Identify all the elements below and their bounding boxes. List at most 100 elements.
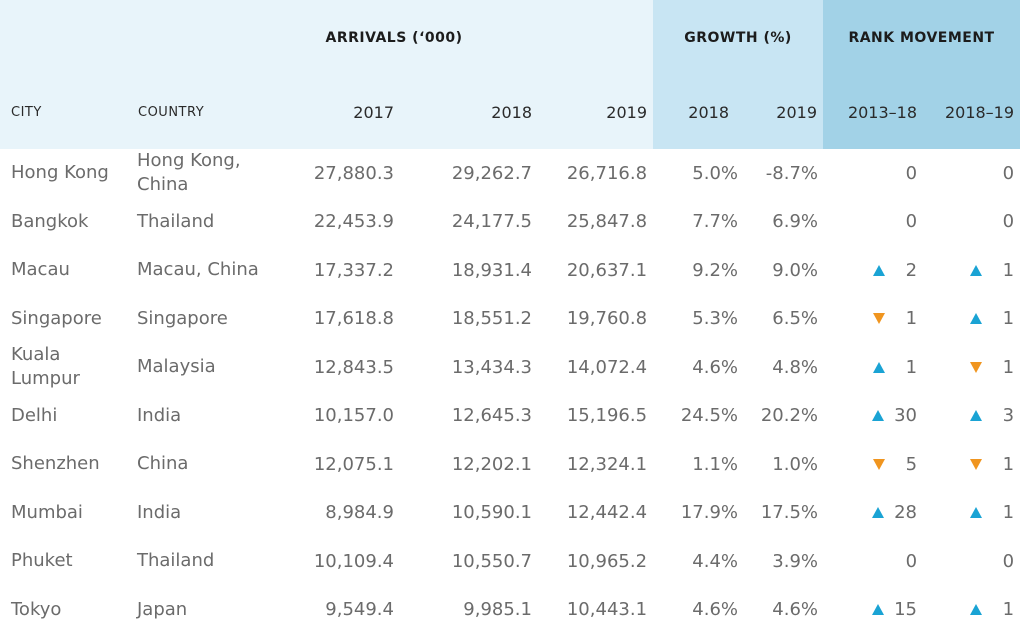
arrivals-2017-cell: 17,618.8	[265, 295, 400, 344]
arrivals-2019-cell: 15,196.5	[538, 392, 653, 441]
city-cell: Delhi	[0, 392, 127, 441]
col-header-city: CITY	[0, 76, 127, 149]
rank-2018-19-cell: 1	[923, 440, 1020, 489]
triangle-up-icon	[970, 604, 982, 615]
growth-2019-cell: 20.2%	[743, 392, 823, 441]
city-cell: Tokyo	[0, 586, 127, 634]
rank-2018-19-cell: 0	[923, 149, 1020, 198]
growth-2018-cell: 24.5%	[653, 392, 743, 441]
arrivals-2019-cell: 10,965.2	[538, 537, 653, 586]
col-header-arrivals-2017: 2017	[265, 76, 400, 149]
city-cell: Phuket	[0, 537, 127, 586]
triangle-down-icon	[873, 313, 885, 324]
rank-value: 1	[895, 357, 917, 378]
rank-value: 0	[992, 551, 1014, 572]
arrivals-2019-cell: 26,716.8	[538, 149, 653, 198]
country-cell: India	[127, 489, 265, 538]
arrivals-2017-cell: 27,880.3	[265, 149, 400, 198]
rank-value: 0	[895, 211, 917, 232]
country-cell: Thailand	[127, 198, 265, 247]
city-cell: Hong Kong	[0, 149, 127, 198]
rank-value: 1	[992, 599, 1014, 620]
rank-2013-18-cell: 15	[823, 586, 923, 634]
triangle-up-icon	[872, 507, 884, 518]
arrivals-2017-cell: 10,157.0	[265, 392, 400, 441]
arrivals-group-label: ARRIVALS (‘000)	[325, 30, 462, 46]
triangle-up-icon	[970, 313, 982, 324]
growth-group-header: GROWTH (%)	[653, 0, 823, 76]
growth-2019-cell: 17.5%	[743, 489, 823, 538]
col-header-country: COUNTRY	[127, 76, 265, 149]
country-cell: Thailand	[127, 537, 265, 586]
triangle-down-icon	[970, 459, 982, 470]
rank-2013-18-cell: 28	[823, 489, 923, 538]
growth-2018-cell: 17.9%	[653, 489, 743, 538]
rank-2013-18-cell: 30	[823, 392, 923, 441]
rank-value: 0	[895, 163, 917, 184]
col-header-growth-2019: 2019	[743, 76, 823, 149]
rank-value: 1	[992, 357, 1014, 378]
growth-2018-cell: 5.3%	[653, 295, 743, 344]
country-cell: Japan	[127, 586, 265, 634]
triangle-up-icon	[873, 362, 885, 373]
rank-value: 28	[894, 502, 917, 523]
triangle-up-icon	[970, 410, 982, 421]
arrivals-2017-cell: 12,843.5	[265, 343, 400, 392]
rank-value: 0	[992, 163, 1014, 184]
triangle-up-icon	[970, 265, 982, 276]
growth-2018-cell: 4.6%	[653, 343, 743, 392]
rank-2013-18-cell: 0	[823, 537, 923, 586]
city-cell: Singapore	[0, 295, 127, 344]
rank-2018-19-cell: 0	[923, 537, 1020, 586]
country-cell: Malaysia	[127, 343, 265, 392]
country-cell: Singapore	[127, 295, 265, 344]
country-cell: Macau, China	[127, 246, 265, 295]
arrivals-group-header: ARRIVALS (‘000)	[0, 0, 653, 76]
arrivals-2019-cell: 12,324.1	[538, 440, 653, 489]
rank-2018-19-cell: 1	[923, 246, 1020, 295]
rank-2018-19-cell: 3	[923, 392, 1020, 441]
triangle-up-icon	[970, 507, 982, 518]
growth-2018-cell: 4.4%	[653, 537, 743, 586]
rank-value: 1	[992, 454, 1014, 475]
city-cell: Macau	[0, 246, 127, 295]
growth-2018-cell: 1.1%	[653, 440, 743, 489]
arrivals-2017-cell: 22,453.9	[265, 198, 400, 247]
rank-2018-19-cell: 1	[923, 586, 1020, 634]
city-cell: Mumbai	[0, 489, 127, 538]
arrivals-2018-cell: 9,985.1	[400, 586, 538, 634]
rank-movement-group-label: RANK MOVEMENT	[848, 30, 994, 46]
growth-2019-cell: 4.8%	[743, 343, 823, 392]
col-header-arrivals-2019: 2019	[538, 76, 653, 149]
growth-2018-cell: 5.0%	[653, 149, 743, 198]
rank-2013-18-cell: 5	[823, 440, 923, 489]
rank-2013-18-cell: 1	[823, 343, 923, 392]
arrivals-2018-cell: 12,645.3	[400, 392, 538, 441]
rank-2013-18-cell: 2	[823, 246, 923, 295]
rank-movement-group-header: RANK MOVEMENT	[823, 0, 1020, 76]
growth-2019-cell: 1.0%	[743, 440, 823, 489]
growth-2018-cell: 7.7%	[653, 198, 743, 247]
arrivals-2017-cell: 9,549.4	[265, 586, 400, 634]
growth-2018-cell: 4.6%	[653, 586, 743, 634]
rank-value: 2	[895, 260, 917, 281]
col-header-rank-2018-19: 2018–19	[923, 76, 1020, 149]
growth-2019-cell: 4.6%	[743, 586, 823, 634]
growth-2019-cell: 9.0%	[743, 246, 823, 295]
arrivals-2018-cell: 13,434.3	[400, 343, 538, 392]
triangle-down-icon	[970, 362, 982, 373]
arrivals-2018-cell: 12,202.1	[400, 440, 538, 489]
arrivals-2017-cell: 8,984.9	[265, 489, 400, 538]
growth-2019-cell: 6.5%	[743, 295, 823, 344]
triangle-up-icon	[872, 410, 884, 421]
arrivals-2019-cell: 14,072.4	[538, 343, 653, 392]
rank-value: 1	[992, 502, 1014, 523]
rank-2018-19-cell: 1	[923, 489, 1020, 538]
